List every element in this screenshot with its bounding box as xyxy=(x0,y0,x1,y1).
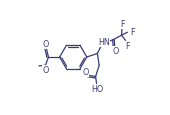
Text: F: F xyxy=(130,28,134,37)
Text: O: O xyxy=(42,66,49,75)
Text: O: O xyxy=(42,40,49,49)
Text: HO: HO xyxy=(91,85,104,93)
Text: O: O xyxy=(82,68,89,77)
Text: F: F xyxy=(125,42,130,51)
Text: O: O xyxy=(113,47,119,56)
Text: HN: HN xyxy=(98,38,110,47)
Text: F: F xyxy=(120,20,124,29)
